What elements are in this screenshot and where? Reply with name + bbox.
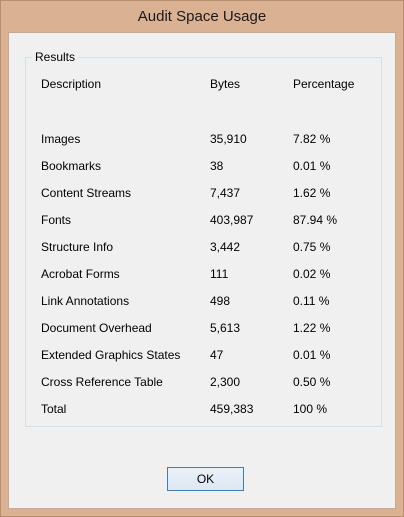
header-percentage: Percentage — [293, 77, 355, 91]
row-percentage: 0.01 % — [293, 348, 331, 362]
row-bytes: 3,442 — [210, 240, 241, 254]
row-bytes: 2,300 — [210, 375, 241, 389]
results-group-label: Results — [32, 50, 79, 64]
row-description: Structure Info — [41, 240, 114, 254]
row-bytes: 7,437 — [210, 186, 241, 200]
results-group: Results Description Bytes Percentage Ima… — [25, 50, 382, 427]
row-percentage: 0.02 % — [293, 267, 331, 281]
row-percentage: 87.94 % — [293, 213, 338, 227]
row-bytes: 35,910 — [210, 132, 247, 146]
header-description: Description — [41, 77, 102, 91]
row-percentage: 7.82 % — [293, 132, 331, 146]
row-bytes: 111 — [210, 267, 229, 281]
row-bytes: 403,987 — [210, 213, 254, 227]
row-description: Document Overhead — [41, 321, 152, 335]
row-description: Cross Reference Table — [41, 375, 163, 389]
row-percentage: 0.75 % — [293, 240, 331, 254]
dialog-title: Audit Space Usage — [137, 8, 267, 25]
row-description: Fonts — [41, 213, 72, 227]
row-bytes: 47 — [210, 348, 224, 362]
dialog-client-area: Results Description Bytes Percentage Ima… — [8, 32, 396, 509]
row-percentage: 1.22 % — [293, 321, 331, 335]
row-description: Extended Graphics States — [41, 348, 181, 362]
row-description: Total — [41, 402, 67, 416]
row-percentage: 100 % — [293, 402, 328, 416]
row-bytes: 38 — [210, 159, 224, 173]
row-description: Bookmarks — [41, 159, 102, 173]
row-description: Link Annotations — [41, 294, 130, 308]
header-bytes: Bytes — [210, 77, 241, 91]
ok-button[interactable]: OK — [167, 467, 244, 491]
row-bytes: 459,383 — [210, 402, 254, 416]
row-description: Images — [41, 132, 81, 146]
row-description: Content Streams — [41, 186, 132, 200]
row-bytes: 5,613 — [210, 321, 241, 335]
row-percentage: 0.01 % — [293, 159, 331, 173]
row-description: Acrobat Forms — [41, 267, 120, 281]
row-percentage: 0.11 % — [293, 294, 330, 308]
row-bytes: 498 — [210, 294, 231, 308]
row-percentage: 1.62 % — [293, 186, 331, 200]
row-percentage: 0.50 % — [293, 375, 331, 389]
